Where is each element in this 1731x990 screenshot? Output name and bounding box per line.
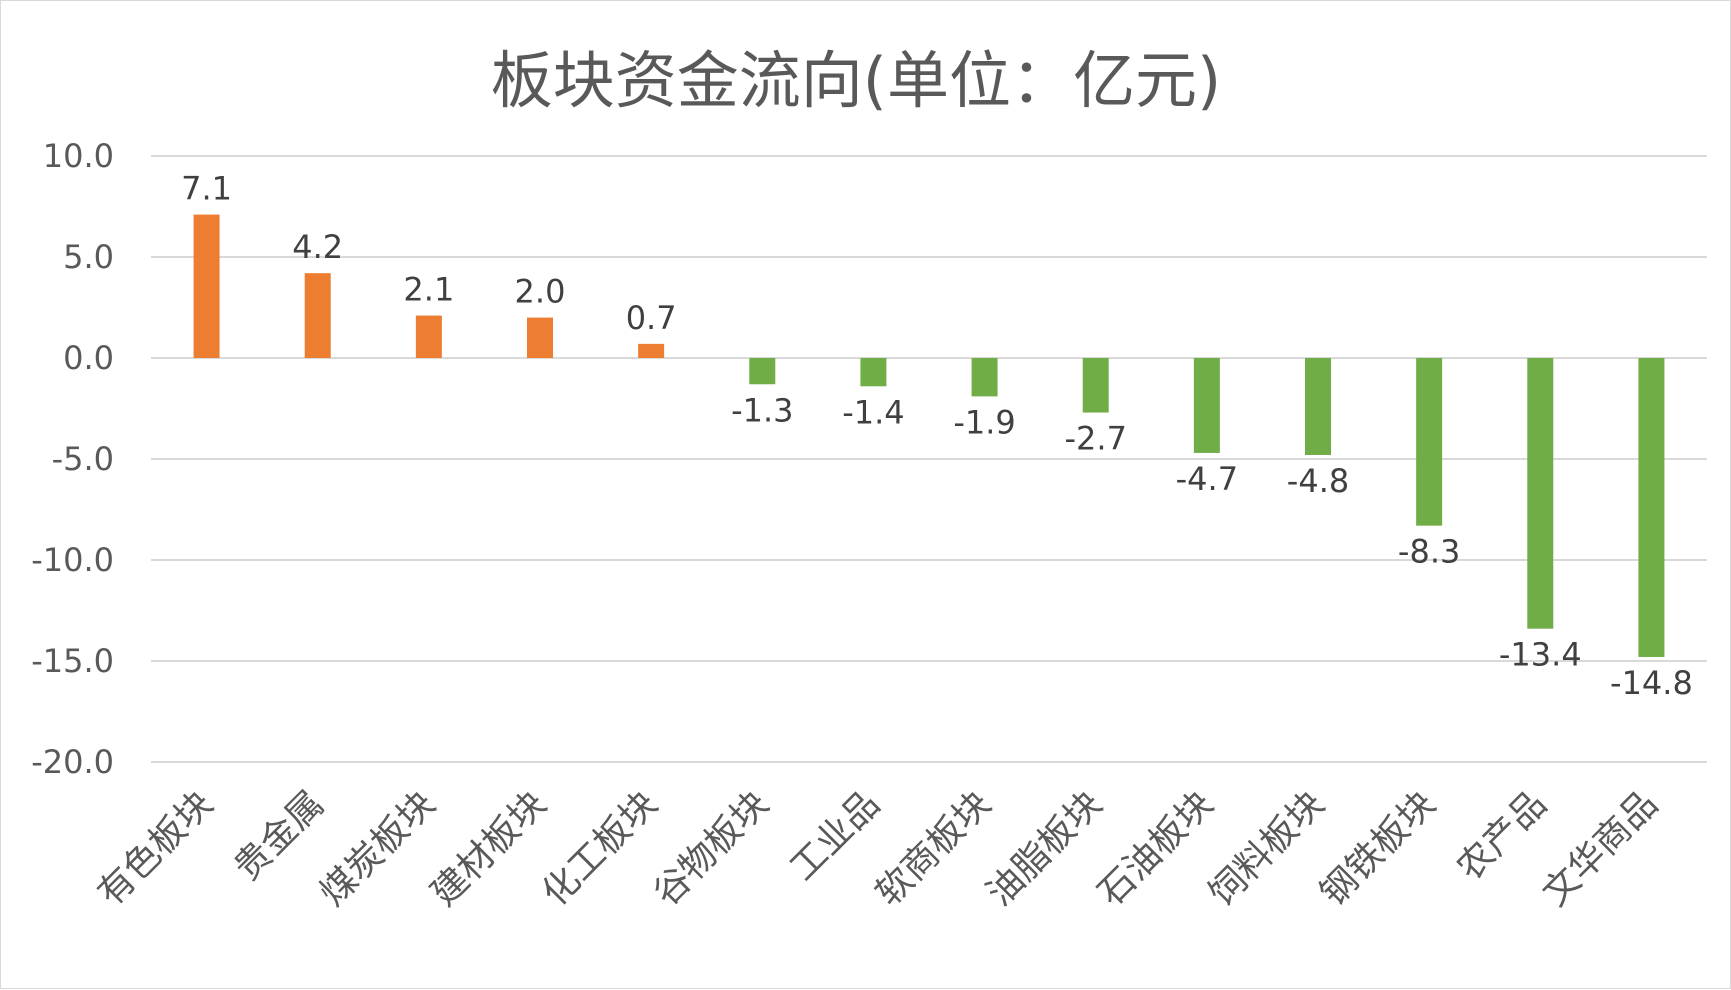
y-axis-ticks: 10.0 5.0 0.0 -5.0 -10.0 -15.0 -20.0	[31, 137, 114, 781]
y-tick-label: -15.0	[31, 642, 114, 680]
bar	[1193, 358, 1220, 453]
bar	[1082, 358, 1109, 413]
gridlines	[151, 155, 1707, 763]
bar	[1416, 358, 1443, 526]
data-label: -1.9	[953, 403, 1015, 441]
bar	[527, 317, 553, 358]
bar	[1305, 358, 1331, 455]
data-label: 2.1	[403, 271, 454, 309]
chart-title: 板块资金流向(单位：亿元)	[491, 44, 1221, 117]
x-tick-label: 建材板块	[424, 783, 555, 914]
data-label: -1.4	[842, 393, 904, 431]
x-tick-label: 化工板块	[535, 783, 666, 914]
x-tick-label: 石油板块	[1090, 783, 1221, 914]
x-tick-label: 软商板块	[868, 783, 999, 914]
x-tick-label: 谷物板块	[646, 783, 777, 914]
x-tick-label: 饲料板块	[1202, 783, 1333, 914]
bar	[971, 358, 998, 397]
bar	[415, 315, 442, 358]
bar	[860, 358, 887, 387]
x-tick-label: 工业品	[782, 783, 887, 888]
x-tick-label: 煤炭板块	[312, 783, 443, 914]
data-label: -14.8	[1610, 664, 1693, 702]
data-label: -4.7	[1176, 460, 1238, 498]
bar	[193, 214, 220, 358]
x-tick-label: 钢铁板块	[1313, 783, 1444, 914]
x-tick-label: 油脂板块	[979, 783, 1110, 914]
x-tick-label: 文华商品	[1535, 783, 1666, 914]
y-tick-label: -10.0	[31, 541, 114, 579]
y-tick-label: 10.0	[43, 137, 114, 175]
data-label: 0.7	[626, 299, 677, 337]
bar	[638, 343, 665, 358]
x-tick-label: 贵金属	[227, 783, 332, 888]
bar	[1527, 358, 1554, 629]
x-tick-label: 有色板块	[90, 783, 221, 914]
bar	[304, 273, 331, 358]
y-tick-label: 5.0	[63, 238, 114, 276]
data-label: 7.1	[181, 170, 232, 208]
x-tick-label: 农产品	[1449, 783, 1554, 888]
data-labels: 7.1 4.2 2.1 2.0 0.7 -1.3 -1.4 -1.9 -2.7 -4.7 -4.8 -…	[181, 170, 1693, 702]
y-tick-label: -5.0	[52, 440, 114, 478]
data-label: -2.7	[1064, 420, 1126, 458]
data-label: -1.3	[731, 391, 793, 429]
bars	[193, 214, 1665, 657]
data-label: 4.2	[292, 228, 343, 266]
data-label: -4.8	[1287, 462, 1349, 500]
data-label: -8.3	[1398, 533, 1460, 571]
y-tick-label: -20.0	[31, 743, 114, 781]
y-tick-label: 0.0	[63, 339, 114, 377]
data-label: 2.0	[515, 273, 566, 311]
bar	[1638, 358, 1665, 657]
bar	[749, 358, 776, 385]
data-label: -13.4	[1499, 636, 1582, 674]
